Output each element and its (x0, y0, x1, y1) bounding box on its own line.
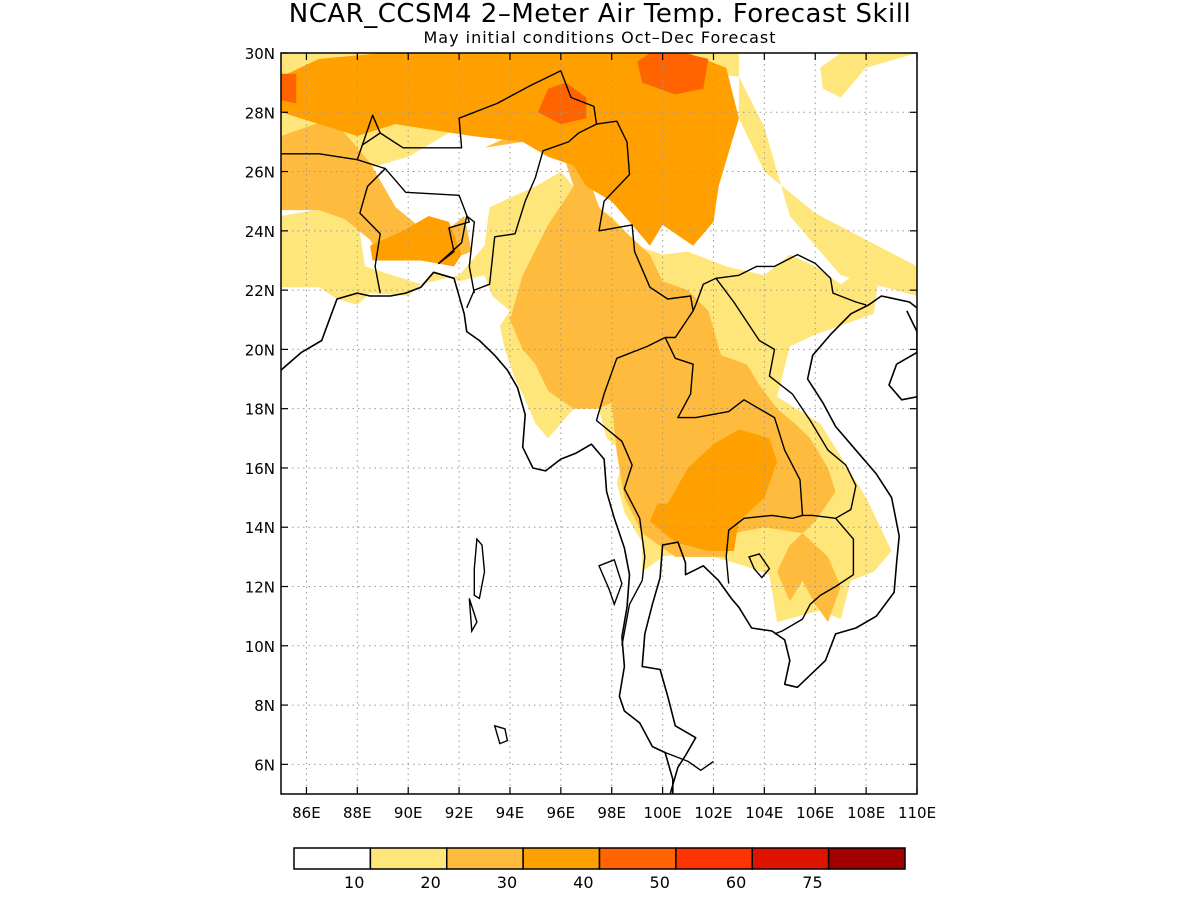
map-area (280, 52, 918, 795)
lat-tick-label: 24N (245, 223, 275, 241)
map-subtitle: May initial conditions Oct–Dec Forecast (423, 28, 777, 47)
lon-tick-label: 94E (496, 804, 525, 822)
colorbar-label: 10 (344, 873, 364, 892)
lon-tick-label: 96E (547, 804, 576, 822)
colorbar-label: 50 (650, 873, 670, 892)
island-3 (748, 553, 771, 579)
colorbar-box (293, 847, 372, 870)
skill-region-myanmar-red-patch (537, 82, 587, 125)
lon-tick-label: 110E (898, 804, 936, 822)
skill-region-north-red-patch (637, 53, 709, 95)
colorbar: 10 20 30 40 50 60 75 (293, 847, 906, 892)
border-8 (725, 514, 803, 584)
longitude-axis: 86E 88E 90E 92E 94E 96E 98E 100E 102E 104E 106E 108… (292, 53, 936, 822)
coastline-0 (281, 271, 674, 794)
coastline-layer (281, 70, 917, 794)
lon-tick-label: 108E (847, 804, 885, 822)
skill-region-central-orange (281, 118, 472, 261)
colorbar-box (598, 847, 677, 870)
colorbar-box (446, 847, 524, 870)
colorbar-label: 60 (726, 873, 746, 892)
lat-tick-label: 22N (245, 282, 275, 300)
lat-tick-label: 16N (245, 460, 275, 478)
border-5 (595, 336, 666, 646)
colorbar-label: 40 (573, 873, 593, 892)
skill-layer (281, 53, 917, 623)
skill-region-bangladesh-orange (370, 216, 462, 267)
colorbar-box (751, 847, 830, 870)
colorbar-label: 30 (497, 873, 517, 892)
lon-tick-label: 104E (745, 804, 783, 822)
border-7 (715, 253, 867, 306)
lon-tick-label: 102E (694, 804, 732, 822)
lon-tick-label: 98E (597, 804, 626, 822)
lat-tick-label: 28N (245, 104, 275, 122)
island-4 (598, 558, 623, 607)
lat-tick-label: 30N (245, 45, 275, 63)
lat-tick-label: 20N (245, 341, 275, 359)
border-4 (596, 120, 694, 339)
border-6 (664, 277, 857, 519)
colorbar-box (827, 847, 906, 870)
colorbar-box (675, 847, 753, 870)
colorbar-box (369, 847, 448, 870)
island-1 (468, 598, 478, 634)
colorbar-label: 75 (802, 873, 822, 892)
colorbar-label: 20 (420, 873, 440, 892)
border-3 (359, 168, 386, 294)
skill-region-thailand-orange (649, 429, 778, 551)
latitude-axis: 6N 8N 10N 12N 14N 16N 18N 20N 22N 24N 26N 28N 30N (245, 45, 917, 774)
lat-tick-label: 12N (245, 579, 275, 597)
colorbar-box (522, 847, 601, 870)
border-10 (664, 751, 714, 771)
lon-tick-label: 88E (343, 804, 372, 822)
skill-region-northeast-yellow-patch (820, 53, 917, 98)
lon-tick-label: 92E (445, 804, 474, 822)
skill-region-west-red-patch (281, 73, 297, 104)
coastline-1 (641, 295, 917, 794)
lat-tick-label: 26N (245, 164, 275, 182)
island-2 (493, 724, 509, 745)
map-frame (280, 52, 918, 795)
border-9 (774, 517, 855, 635)
border-1 (361, 114, 381, 146)
lon-tick-label: 90E (394, 804, 423, 822)
border-2 (357, 159, 475, 294)
coastline-2 (888, 310, 917, 401)
lat-tick-label: 8N (254, 697, 275, 715)
lon-tick-label: 86E (292, 804, 321, 822)
lat-tick-label: 6N (254, 756, 275, 774)
lat-tick-label: 14N (245, 519, 275, 537)
skill-region-north-orange (281, 53, 739, 246)
island-0 (473, 537, 486, 600)
lon-tick-label: 106E (796, 804, 834, 822)
lat-tick-label: 18N (245, 401, 275, 419)
lon-tick-label: 100E (644, 804, 682, 822)
lat-tick-label: 10N (245, 638, 275, 656)
map-title: NCAR_CCSM4 2–Meter Air Temp. Forecast Sk… (288, 0, 912, 29)
